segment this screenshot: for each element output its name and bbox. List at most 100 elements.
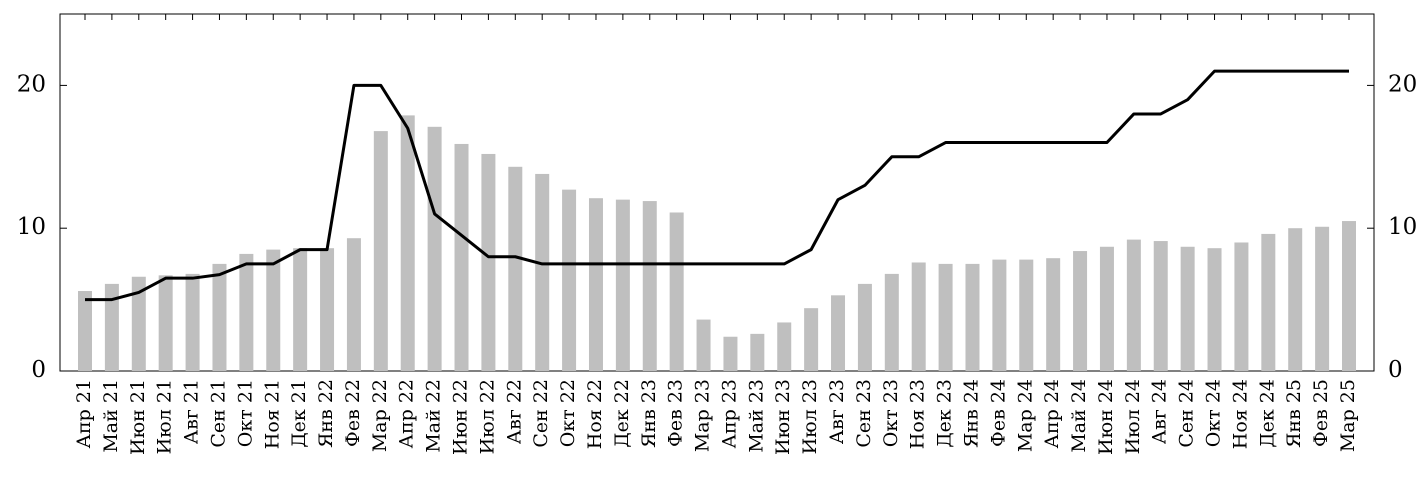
bar xyxy=(696,319,711,371)
x-tick-label: Май 21 xyxy=(100,379,122,453)
bar xyxy=(1315,226,1330,371)
x-tick-label: Май 23 xyxy=(745,379,767,453)
y-tick-label: 20 xyxy=(17,71,46,97)
plot-frame xyxy=(59,13,1375,372)
bar xyxy=(158,275,173,371)
line xyxy=(85,69,1349,302)
x-tick-label: Окт 23 xyxy=(880,379,902,447)
bar xyxy=(78,291,92,371)
x-tick-label: Ноя 24 xyxy=(1229,379,1251,449)
x-tick-label: Июн 21 xyxy=(127,379,149,455)
x-tick-label: Июл 22 xyxy=(476,379,498,454)
bar xyxy=(562,189,577,371)
x-tick-label: Окт 21 xyxy=(234,379,256,447)
x-tick-label: Окт 22 xyxy=(557,379,579,447)
bar xyxy=(965,263,980,371)
x-tick-label: Апр 23 xyxy=(718,379,740,448)
y2-tick-label: 10 xyxy=(1388,214,1417,240)
x-tick-label: Апр 21 xyxy=(73,379,95,448)
x-tick-label: Окт 24 xyxy=(1203,379,1225,447)
bar xyxy=(1153,241,1168,371)
y2-tick-label: 20 xyxy=(1388,71,1417,97)
x-tick-label: Мар 23 xyxy=(692,379,714,452)
bar xyxy=(938,263,953,371)
bar xyxy=(857,283,872,371)
bar xyxy=(615,199,630,371)
bar xyxy=(669,212,684,371)
bar xyxy=(508,166,523,371)
y-tick-label: 10 xyxy=(17,214,46,240)
x-tick-label: Авг 23 xyxy=(826,379,848,444)
x-tick-label: Дек 23 xyxy=(934,379,956,448)
bar xyxy=(320,248,335,371)
x-tick-label: Мар 24 xyxy=(1014,379,1036,452)
x-tick-label: Мар 25 xyxy=(1337,379,1359,452)
bar xyxy=(588,198,603,371)
bar xyxy=(481,153,496,371)
bar xyxy=(1207,248,1222,371)
x-tick-label: Сен 23 xyxy=(853,379,875,448)
bar xyxy=(212,263,227,371)
bar xyxy=(911,262,926,371)
x-tick-label: Ноя 22 xyxy=(584,379,606,449)
bar xyxy=(1261,233,1276,371)
x-tick-label: Июн 22 xyxy=(450,379,472,455)
x-tick-label: Авг 24 xyxy=(1149,379,1171,444)
bar xyxy=(884,273,899,371)
x-tick-label: Сен 22 xyxy=(530,379,552,448)
bar xyxy=(642,201,657,371)
bar xyxy=(1342,221,1356,371)
x-tick-label: Янв 22 xyxy=(315,379,337,448)
x-tick-label: Апр 24 xyxy=(1041,379,1063,448)
x-tick-label: Мар 22 xyxy=(369,379,391,452)
x-tick-label: Июл 24 xyxy=(1122,379,1144,454)
bar xyxy=(266,249,281,371)
bar xyxy=(831,295,846,371)
x-tick-label: Май 22 xyxy=(423,379,445,453)
bar xyxy=(185,273,200,371)
bar xyxy=(1073,251,1088,371)
bar xyxy=(723,336,738,371)
x-tick-label: Июл 21 xyxy=(154,379,176,454)
bar xyxy=(535,173,550,371)
x-tick-label: Дек 21 xyxy=(288,379,310,448)
x-tick-label: Фев 24 xyxy=(987,379,1009,447)
bar xyxy=(293,248,308,371)
y2-tick-label: 0 xyxy=(1388,357,1403,383)
x-tick-label: Авг 22 xyxy=(503,379,525,444)
x-tick-label: Ноя 21 xyxy=(261,379,283,449)
x-tick-label: Фев 25 xyxy=(1310,379,1332,447)
bar xyxy=(427,126,442,371)
x-tick-label: Сен 24 xyxy=(1176,379,1198,448)
x-tick-label: Фев 23 xyxy=(665,379,687,447)
y-tick-label: 0 xyxy=(31,357,46,383)
bar xyxy=(239,253,254,371)
x-tick-label: Авг 21 xyxy=(181,379,203,444)
bar xyxy=(1099,246,1114,371)
bar xyxy=(1180,246,1195,371)
x-tick-label: Июн 23 xyxy=(772,379,794,455)
x-tick-label: Дек 22 xyxy=(611,379,633,448)
bar xyxy=(346,238,361,371)
bar xyxy=(454,143,469,371)
bar xyxy=(992,259,1007,371)
bar xyxy=(104,283,119,371)
bar xyxy=(1288,228,1303,371)
bar xyxy=(1126,239,1141,371)
x-tick-label: Ноя 23 xyxy=(907,379,929,449)
bar xyxy=(131,276,146,371)
bar xyxy=(373,131,388,371)
bar xyxy=(777,322,792,371)
x-tick-label: Фев 22 xyxy=(342,379,364,447)
x-tick-label: Сен 21 xyxy=(207,379,229,448)
x-tick-label: Янв 23 xyxy=(638,379,660,448)
x-tick-label: Дек 24 xyxy=(1256,379,1278,448)
x-tick-label: Апр 22 xyxy=(396,379,418,448)
bar xyxy=(1046,258,1061,371)
x-tick-label: Май 24 xyxy=(1068,379,1090,453)
bar xyxy=(750,333,765,371)
bar xyxy=(400,115,415,371)
bar xyxy=(1019,259,1034,371)
bar xyxy=(804,308,819,371)
